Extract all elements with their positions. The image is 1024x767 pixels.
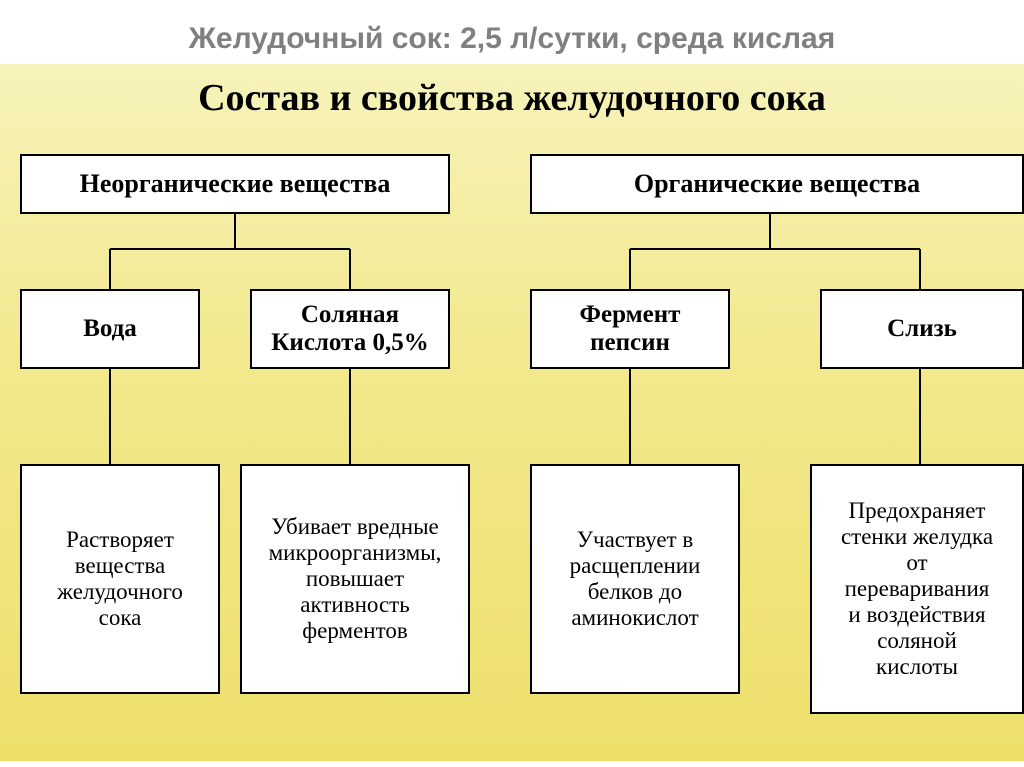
box-water: Вода — [20, 289, 200, 369]
box-mucus: Слизь — [820, 289, 1024, 369]
diagram-heading: Состав и свойства желудочного сока — [0, 76, 1024, 120]
box-mucus-desc: Предохраняет стенки желудка от переварив… — [810, 464, 1024, 714]
page-title: Желудочный сок: 2,5 л/сутки, среда кисла… — [0, 0, 1024, 64]
box-hcl-desc: Убивает вредные микроорганизмы, повышает… — [240, 464, 470, 694]
box-hcl: Соляная Кислота 0,5% — [250, 289, 450, 369]
box-pepsin-desc: Участвует в расщеплении белков до аминок… — [530, 464, 740, 694]
box-pepsin: Фермент пепсин — [530, 289, 730, 369]
box-organic: Органические вещества — [530, 154, 1024, 214]
diagram-area: Состав и свойства желудочного сока Неорг… — [0, 64, 1024, 761]
box-water-desc: Растворяет вещества желудочного сока — [20, 464, 220, 694]
box-inorganic: Неорганические вещества — [20, 154, 450, 214]
